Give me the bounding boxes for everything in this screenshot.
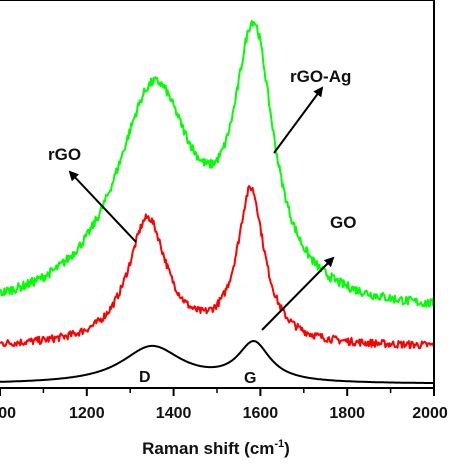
x-tick-label-1800: 1800 [329,405,365,422]
x-tick-label-1600: 1600 [243,405,279,422]
rgo-arrow [68,170,137,243]
d-peak-label: D [139,369,151,386]
rgo-ag-label: rGO-Ag [290,67,351,86]
x-tick-label-1400: 1400 [156,405,192,422]
x-axis-title-superscript: -1 [274,438,284,450]
x-tick-label-2000: 2000 [412,405,448,422]
series-line-go [0,340,435,384]
rgo-ag-arrow [273,86,324,154]
x-axis-title-close: ) [284,439,290,458]
rgo-label: rGO [48,145,81,164]
g-peak-label: G [244,370,256,387]
x-tick-label-1200: 1200 [69,405,105,422]
x-ticks [0,388,435,396]
series-line-rgo [0,185,435,350]
series-line-rgo-ag [0,20,435,308]
x-tick-label-1000: 1000 [0,405,16,422]
go-arrow [261,256,335,331]
go-label: GO [330,213,356,232]
x-axis-title-main: Raman shift (cm [142,439,274,458]
x-axis-title: Raman shift (cm-1) [142,438,290,458]
x-tick-labels: 1000 1200 1400 1600 1800 2000 [0,405,448,422]
series-layer [0,20,435,384]
